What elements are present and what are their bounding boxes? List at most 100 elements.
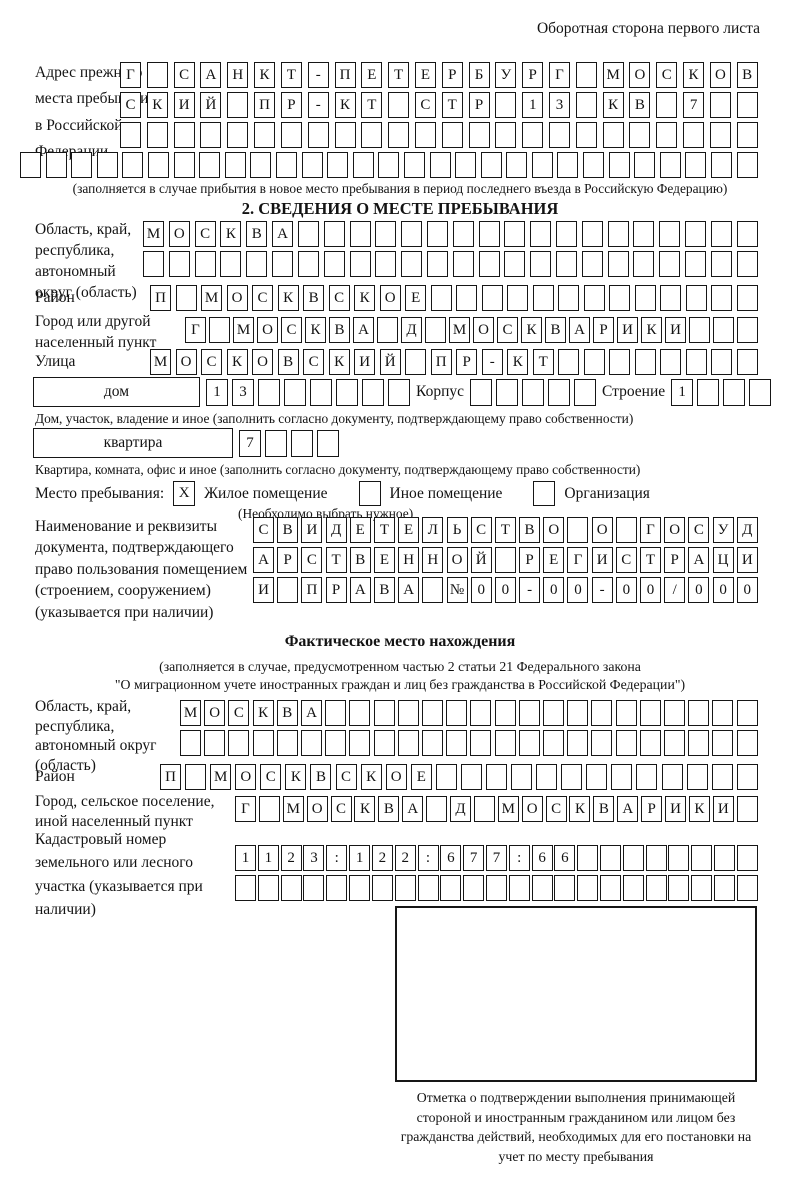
char-cell[interactable]: М: [449, 317, 470, 343]
char-cell[interactable]: О: [175, 349, 197, 375]
char-cell[interactable]: -: [591, 577, 613, 603]
char-cell[interactable]: Г: [567, 547, 589, 573]
char-cell[interactable]: [710, 251, 732, 277]
char-cell[interactable]: [583, 285, 605, 311]
char-cell[interactable]: [736, 285, 758, 311]
char-cell[interactable]: [349, 875, 371, 901]
char-cell[interactable]: К: [252, 700, 274, 726]
char-cell[interactable]: [277, 577, 299, 603]
char-cell[interactable]: Р: [519, 547, 541, 573]
char-cell[interactable]: В: [378, 796, 400, 822]
char-cell[interactable]: Ц: [712, 547, 734, 573]
char-cell[interactable]: [664, 700, 686, 726]
char-cell[interactable]: [349, 251, 371, 277]
char-cell[interactable]: -: [481, 349, 503, 375]
char-cell[interactable]: [401, 251, 423, 277]
char-cell[interactable]: [554, 875, 576, 901]
char-cell[interactable]: [713, 317, 734, 343]
char-cell[interactable]: [639, 700, 661, 726]
char-cell[interactable]: [736, 221, 758, 247]
char-cell[interactable]: [736, 251, 758, 277]
char-cell[interactable]: С: [120, 92, 141, 118]
char-cell[interactable]: [258, 378, 280, 406]
char-cell[interactable]: У: [495, 62, 517, 88]
char-cell[interactable]: [723, 378, 746, 406]
char-cell[interactable]: [361, 122, 383, 148]
char-cell[interactable]: [634, 152, 656, 178]
char-cell[interactable]: О: [204, 700, 226, 726]
char-cell[interactable]: [228, 730, 250, 756]
char-cell[interactable]: [714, 875, 736, 901]
char-cell[interactable]: [440, 875, 462, 901]
char-cell[interactable]: [446, 730, 468, 756]
char-cell[interactable]: [712, 730, 734, 756]
char-cell[interactable]: Й: [200, 92, 222, 118]
char-cell[interactable]: А: [402, 796, 424, 822]
actual-region-row-2[interactable]: [180, 730, 758, 756]
char-cell[interactable]: [615, 700, 637, 726]
char-cell[interactable]: 1: [349, 845, 371, 871]
char-cell[interactable]: [194, 251, 216, 277]
char-cell[interactable]: К: [220, 221, 242, 247]
char-cell[interactable]: И: [736, 547, 758, 573]
char-cell[interactable]: [430, 285, 452, 311]
char-cell[interactable]: Е: [373, 547, 395, 573]
char-cell[interactable]: [199, 152, 221, 178]
char-cell[interactable]: [575, 62, 597, 88]
char-cell[interactable]: [478, 221, 500, 247]
char-cell[interactable]: [536, 764, 558, 790]
char-cell[interactable]: [685, 285, 707, 311]
char-cell[interactable]: [633, 251, 655, 277]
char-cell[interactable]: [301, 152, 323, 178]
char-cell[interactable]: 2: [394, 845, 416, 871]
char-cell[interactable]: [686, 764, 708, 790]
char-cell[interactable]: К: [507, 349, 529, 375]
char-cell[interactable]: А: [349, 577, 371, 603]
char-cell[interactable]: [307, 122, 329, 148]
char-cell[interactable]: [504, 221, 526, 247]
char-cell[interactable]: [556, 251, 577, 277]
char-cell[interactable]: [622, 875, 644, 901]
char-cell[interactable]: [303, 875, 325, 901]
char-cell[interactable]: [272, 251, 294, 277]
char-cell[interactable]: Е: [410, 764, 432, 790]
char-cell[interactable]: У: [712, 517, 734, 543]
korpus-boxes[interactable]: [470, 378, 596, 406]
char-cell[interactable]: Т: [361, 92, 383, 118]
char-cell[interactable]: В: [277, 517, 299, 543]
char-cell[interactable]: [581, 221, 603, 247]
char-cell[interactable]: С: [335, 764, 357, 790]
char-cell[interactable]: В: [629, 92, 651, 118]
char-cell[interactable]: Р: [593, 317, 614, 343]
char-cell[interactable]: [280, 875, 302, 901]
char-cell[interactable]: [175, 285, 197, 311]
char-cell[interactable]: С: [330, 796, 352, 822]
char-cell[interactable]: К: [146, 92, 168, 118]
char-cell[interactable]: [168, 251, 190, 277]
char-cell[interactable]: К: [569, 796, 591, 822]
char-cell[interactable]: [496, 378, 518, 406]
char-cell[interactable]: [507, 285, 529, 311]
char-cell[interactable]: [697, 378, 720, 406]
char-cell[interactable]: Т: [532, 349, 554, 375]
char-cell[interactable]: [325, 730, 347, 756]
char-cell[interactable]: К: [354, 796, 376, 822]
char-cell[interactable]: [377, 317, 398, 343]
char-cell[interactable]: [349, 730, 371, 756]
char-cell[interactable]: Н: [227, 62, 249, 88]
char-cell[interactable]: [504, 251, 526, 277]
char-cell[interactable]: [284, 378, 306, 406]
char-cell[interactable]: [227, 122, 249, 148]
char-cell[interactable]: 7: [485, 845, 507, 871]
char-cell[interactable]: К: [334, 92, 356, 118]
char-cell[interactable]: [567, 730, 589, 756]
char-cell[interactable]: [452, 251, 474, 277]
char-cell[interactable]: [602, 122, 624, 148]
char-cell[interactable]: [659, 152, 681, 178]
char-cell[interactable]: О: [252, 349, 274, 375]
char-cell[interactable]: 0: [567, 577, 589, 603]
